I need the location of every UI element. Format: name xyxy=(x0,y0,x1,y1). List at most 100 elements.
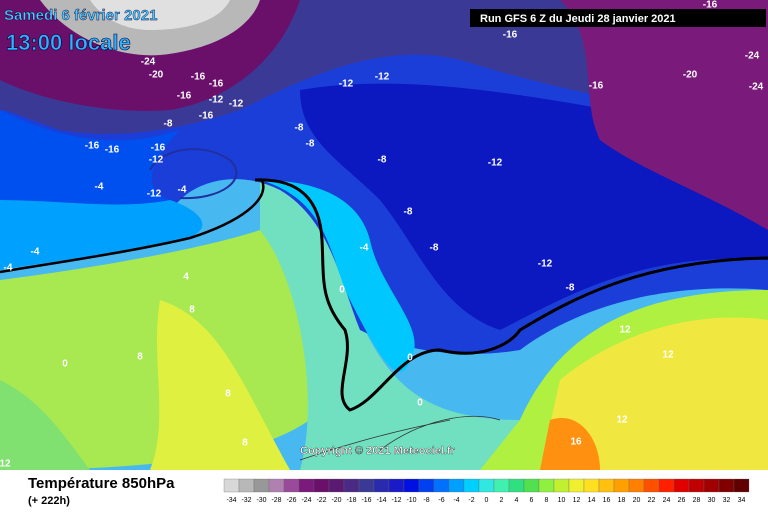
colorbar-label: 14 xyxy=(588,497,596,504)
contour-label: -24 xyxy=(141,57,156,68)
colorbar-swatch xyxy=(508,478,525,493)
colorbar-label: 0 xyxy=(485,497,489,504)
colorbar-swatch xyxy=(433,478,450,493)
colorbar-swatch xyxy=(283,478,300,493)
colorbar-label: 26 xyxy=(678,497,686,504)
colorbar-swatch xyxy=(733,478,750,493)
contour-label: -8 xyxy=(378,155,387,166)
contour-label: 12 xyxy=(619,325,631,336)
contour-label: 12 xyxy=(616,415,628,426)
contour-label: -12 xyxy=(147,189,162,200)
colorbar-label: 6 xyxy=(530,497,534,504)
colorbar-label: 28 xyxy=(693,497,701,504)
contour-label: -12 xyxy=(375,72,390,83)
contour-label: -8 xyxy=(306,139,315,150)
colorbar-swatch xyxy=(223,478,240,493)
colorbar-swatch xyxy=(373,478,390,493)
time: 13:00 locale xyxy=(6,30,131,55)
colorbar-label: -18 xyxy=(346,497,356,504)
colorbar: -34 -32 -30 -28 -26 -24 -22 -20 -18 -16 -14 -12 -10-… xyxy=(223,478,750,504)
contour-label: -8 xyxy=(164,119,173,130)
contour-label: 0 xyxy=(339,285,345,296)
contour-label: -4 xyxy=(95,182,104,193)
contour-label: -16 xyxy=(199,111,214,122)
colorbar-swatch xyxy=(463,478,480,493)
contour-label: -16 xyxy=(503,30,518,41)
colorbar-label: 10 xyxy=(558,497,566,504)
colorbar-label: -30 xyxy=(256,497,266,504)
colorbar-swatch xyxy=(718,478,735,493)
contour-label: 0 xyxy=(62,359,68,370)
colorbar-swatch xyxy=(313,478,330,493)
colorbar-label: -6 xyxy=(438,497,444,504)
colorbar-swatch xyxy=(328,478,345,493)
colorbar-label: -16 xyxy=(361,497,371,504)
contour-label: -24 xyxy=(749,82,764,93)
colorbar-swatch xyxy=(658,478,675,493)
contour-label: -12 xyxy=(229,99,244,110)
colorbar-label: 24 xyxy=(663,497,671,504)
contour-label: -8 xyxy=(430,243,439,254)
contour-label: -8 xyxy=(404,207,413,218)
colorbar-swatch xyxy=(478,478,495,493)
colorbar-swatch xyxy=(238,478,255,493)
contour-label: -4 xyxy=(360,243,369,254)
colorbar-swatch xyxy=(418,478,435,493)
colorbar-swatch xyxy=(268,478,285,493)
contour-label: -4 xyxy=(4,263,13,274)
colorbar-label: 22 xyxy=(648,497,656,504)
colorbar-swatch xyxy=(583,478,600,493)
contour-label: 4 xyxy=(183,272,189,283)
colorbar-swatch xyxy=(553,478,570,493)
contour-labels: -16-16-24-24-20-16-24-20 -16-16-12 -12-16-… xyxy=(0,0,764,470)
contour-label: 8 xyxy=(137,352,143,363)
contour-label: -16 xyxy=(589,81,604,92)
contour-label: 8 xyxy=(189,305,195,316)
date: Samedi 6 février 2021 xyxy=(4,7,157,24)
colorbar-label: 2 xyxy=(500,497,504,504)
colorbar-swatch xyxy=(253,478,270,493)
contour-label: -20 xyxy=(149,70,164,81)
contour-label: -12 xyxy=(209,95,224,106)
colorbar-swatch xyxy=(343,478,360,493)
contour-label: 8 xyxy=(242,438,248,449)
colorbar-label: 12 xyxy=(573,497,581,504)
colorbar-swatch xyxy=(598,478,615,493)
contour-label: -4 xyxy=(178,185,187,196)
colorbar-swatch xyxy=(613,478,630,493)
colorbar-label: 34 xyxy=(738,497,746,504)
contour-label: -16 xyxy=(105,145,120,156)
colorbar-swatch xyxy=(673,478,690,493)
contour-label: -16 xyxy=(85,141,100,152)
colorbar-label: -34 xyxy=(226,497,236,504)
contour-label: -4 xyxy=(31,247,40,258)
colorbar-label: -8 xyxy=(423,497,429,504)
colorbar-swatch xyxy=(358,478,375,493)
contour-label: -8 xyxy=(566,283,575,294)
colorbar-label: -4 xyxy=(453,497,459,504)
colorbar-label: 18 xyxy=(618,497,626,504)
colorbar-label: -28 xyxy=(271,497,281,504)
colorbar-label: -10 xyxy=(406,497,416,504)
colorbar-swatch xyxy=(388,478,405,493)
colorbar-swatch xyxy=(403,478,420,493)
colorbar-label: -24 xyxy=(301,497,311,504)
contour-label: 16 xyxy=(570,437,582,448)
contour-label: -8 xyxy=(295,123,304,134)
colorbar-swatch xyxy=(688,478,705,493)
field xyxy=(0,0,768,470)
contour-label: 8 xyxy=(225,389,231,400)
colorbar-swatch xyxy=(628,478,645,493)
colorbar-label: -14 xyxy=(376,497,386,504)
contour-label: -12 xyxy=(538,259,553,270)
run: Run GFS 6 Z du Jeudi 28 janvier 2021 xyxy=(480,13,676,25)
colorbar-label: -32 xyxy=(241,497,251,504)
colorbar-label: -12 xyxy=(391,497,401,504)
contour-label: -16 xyxy=(151,143,166,154)
legend-lead: (+ 222h) xyxy=(28,495,70,507)
colorbar-swatch xyxy=(448,478,465,493)
colorbar-label: 4 xyxy=(515,497,519,504)
colorbar-swatch xyxy=(643,478,660,493)
colorbar-label: -2 xyxy=(468,497,474,504)
